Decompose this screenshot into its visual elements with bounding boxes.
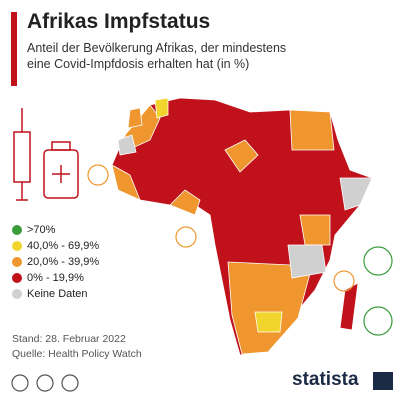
legend-swatch — [12, 241, 22, 251]
legend-entry: 0% - 19,9% — [12, 270, 99, 286]
license-icons — [11, 374, 79, 392]
africa-map — [111, 97, 373, 356]
legend-swatch — [12, 289, 22, 299]
vaccine-icons — [13, 108, 79, 201]
legend-entry: 40,0% - 69,9% — [12, 238, 99, 254]
legend-entry: >70% — [12, 222, 99, 238]
legend-label: Keine Daten — [27, 288, 88, 300]
legend-label: 20,0% - 39,9% — [27, 256, 100, 268]
decorative-circles — [87, 164, 393, 336]
legend-label: >70% — [27, 224, 56, 236]
legend-label: 40,0% - 69,9% — [27, 240, 100, 252]
accent-bar — [11, 12, 17, 86]
legend-swatch — [12, 273, 22, 283]
subtitle: Anteil der Bevölkerung Afrikas, der mind… — [27, 41, 287, 55]
legend-entry: Keine Daten — [12, 286, 99, 302]
legend-label: 0% - 19,9% — [27, 272, 84, 284]
legend-entry: 20,0% - 39,9% — [12, 254, 99, 270]
legend-swatch — [12, 225, 22, 235]
source: Quelle: Health Policy Watch — [12, 348, 142, 360]
legend: >70% 40,0% - 69,9% 20,0% - 39,9% 0% - 19,9%… — [12, 222, 99, 302]
title: Afrikas Impfstatus — [27, 10, 211, 33]
subtitle: eine Covid-Impfdosis erhalten hat (in %) — [27, 57, 250, 71]
date: Stand: 28. Februar 2022 — [12, 333, 126, 345]
brand: statista — [292, 369, 359, 390]
brand-icon — [373, 372, 393, 390]
legend-swatch — [12, 257, 22, 267]
